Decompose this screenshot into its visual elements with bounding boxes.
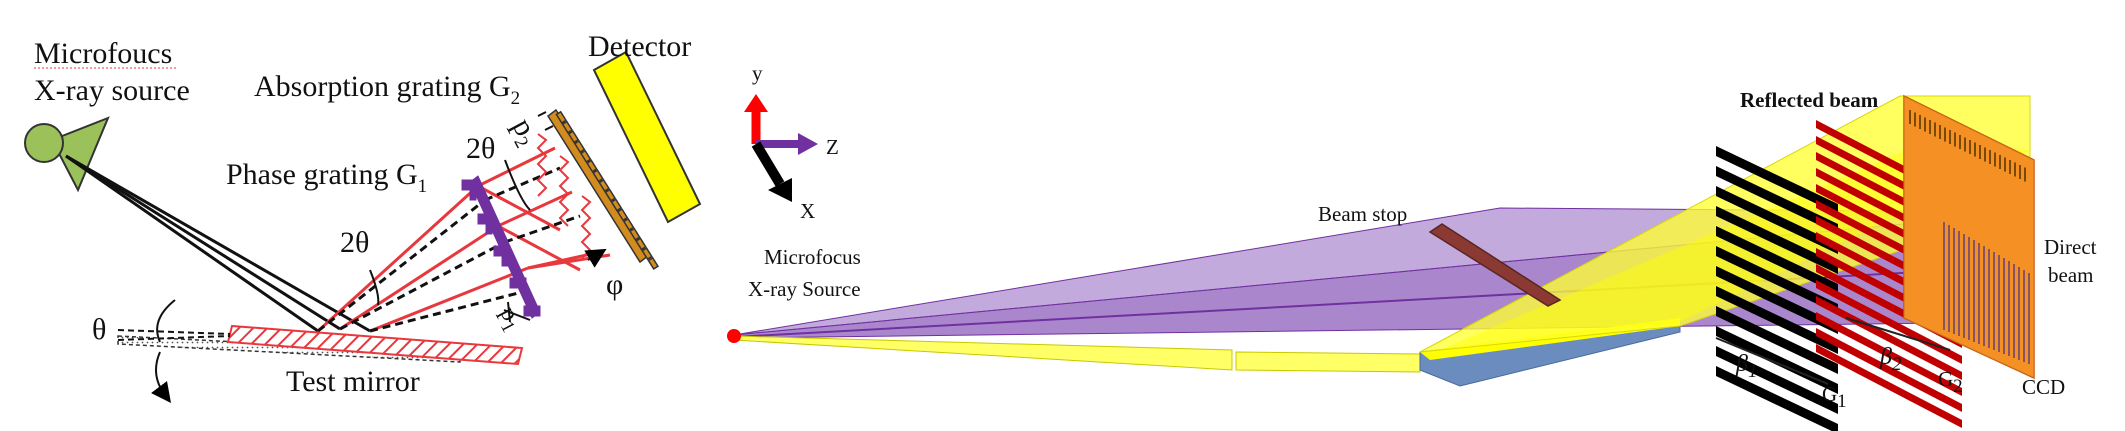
g2-tooth [610,198,623,212]
g1-stripe [1716,326,1838,394]
g2-tooth [592,169,604,183]
ccd-fringes [1909,110,2030,364]
g1-stripe [1716,306,1838,374]
g1-stripe [1716,166,1838,234]
reflected-beam-label: Reflected beam [1740,88,1879,112]
g2-tooth [586,159,598,173]
theta-label: θ [92,313,106,346]
g1-stripe [1716,246,1838,314]
g1-stripe [1716,346,1838,414]
g2-tooth [598,178,610,193]
talbot-pattern [536,133,592,259]
direct-rays-dashed [317,166,581,333]
p2-marker [537,111,554,131]
g1-stripe [1716,366,1838,431]
source-label-line1: Microfoucs [34,37,172,70]
x-axis-label: X [800,199,815,223]
beta2-label: β2 [1879,344,1902,375]
two-theta-lower-label: 2θ [340,226,369,259]
source-dot [727,329,741,343]
two-theta-upper-label: 2θ [466,132,495,165]
two-theta-arc-upper [504,159,531,211]
g2-tooth [628,227,641,241]
g1-stripe [1716,226,1838,294]
theta-angle [117,299,231,404]
g1-stripe [1716,266,1838,334]
detector [592,50,702,224]
ccd-label: CCD [2022,375,2065,399]
direct-beam-line2: beam [2048,263,2093,287]
g1-stripe [1716,186,1838,254]
rp-source-line2: X-ray Source [748,277,861,301]
grating-g1 [1716,146,1838,431]
g1-stripe [1716,146,1838,214]
incident-beam-to-mirror [733,335,1233,371]
mirror-label: Test mirror [286,365,420,398]
g1-stripe [1716,206,1838,274]
g2-tooth [635,237,647,251]
g1-stripe [1716,286,1838,354]
coordinate-axes: y Z X [744,61,839,223]
phi-label: φ [606,268,623,301]
g2-tooth [567,130,580,144]
g2-stripe [1816,328,1962,412]
p1-label: p1 [490,303,527,337]
right-panel: Microfocus X-ray Source Beam stop Reflec… [727,88,2097,431]
g2-tooth [622,217,635,232]
g2-tooth [579,149,592,163]
source-label-line2: X-ray source [34,74,190,107]
g2-tooth [616,208,629,222]
x-axis-arrow [751,141,785,187]
g2-tooth [573,139,586,154]
beam-stop [1428,223,1562,307]
absorption-grating-g2 [546,108,659,270]
g2-stripe [1816,344,1962,428]
incident-rays [65,154,371,333]
left-panel: Microfoucs X-ray source Detector Absorpt… [24,30,702,404]
z-axis-label: Z [826,135,839,159]
reflected-rays-red [316,146,611,333]
g2-stripe [1816,296,1962,380]
g2-tooth [647,256,659,270]
g2-tooth [561,120,574,134]
y-axis-label: y [752,61,763,85]
g1-label-right: G1 [1822,382,1847,412]
g2-tooth [604,188,617,202]
beta-lines [1715,317,1951,385]
beam-stop-label: Beam stop [1318,202,1407,226]
g2-tooth [555,110,567,124]
g2-label-right: G2 [1938,367,1963,397]
g2-tooth [641,247,653,261]
rp-source-line1: Microfocus [764,245,861,269]
beta1-label: β1 [1735,351,1757,382]
direct-beam-line1: Direct [2044,235,2097,259]
g1-label: Phase grating G1 [226,158,427,197]
detector-label: Detector [588,30,691,63]
two-theta-arc-lower [369,269,380,306]
g2-stripe [1816,312,1962,396]
xray-source-icon [24,116,110,193]
phi-marker [584,248,607,268]
phase-grating-g1 [461,175,541,319]
p1-marker [503,301,531,323]
g2-label: Absorption grating G2 [254,70,520,109]
